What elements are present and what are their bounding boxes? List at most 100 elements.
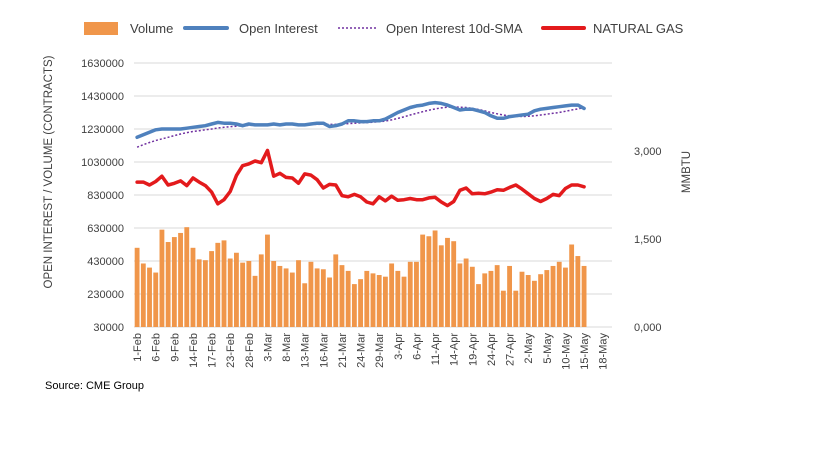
volume-bar [550, 265, 556, 327]
x-tick-label: 18-May [598, 333, 610, 370]
natural-gas-line [135, 148, 586, 208]
x-tick-label: 9-Feb [169, 333, 181, 362]
x-tick-label: 2-May [523, 333, 535, 364]
volume-bar [469, 266, 475, 327]
x-tick-label: 14-Feb [188, 333, 200, 368]
left-axis-ticks: 1630000 1430000 1230000 1030000 830000 630000… [81, 58, 124, 334]
volume-bar [544, 270, 550, 327]
source-note: Source: CME Group [45, 380, 145, 392]
x-tick-label: 1-Feb [132, 333, 144, 362]
volume-bar [451, 241, 457, 327]
volume-bar [482, 273, 488, 327]
volume-bar [308, 261, 314, 327]
x-axis-ticks: 1-Feb 6-Feb 9-Feb 14-Feb 17-Feb 23-Feb 28-Feb 3… [132, 333, 610, 370]
volume-bar [358, 279, 364, 327]
x-tick-label: 8-Mar [281, 333, 293, 362]
x-tick-label: 6-Apr [411, 333, 423, 360]
x-tick-label: 14-Apr [449, 333, 461, 366]
volume-bar [165, 242, 171, 327]
right-axis-title: MMBTU [681, 151, 693, 193]
volume-bar [463, 258, 469, 327]
volume-bar [432, 230, 438, 327]
volume-bar [153, 272, 159, 327]
volume-bar [184, 227, 190, 327]
x-tick-label: 5-May [542, 333, 554, 364]
volume-bar [240, 262, 246, 327]
volume-bar [389, 263, 395, 327]
volume-bar [314, 268, 320, 327]
x-tick-label: 29-Mar [374, 333, 386, 368]
volume-bar [525, 275, 531, 327]
volume-bar [351, 284, 357, 327]
x-tick-label: 27-Apr [505, 333, 517, 366]
volume-bar [283, 268, 289, 327]
lines [135, 100, 586, 208]
volume-bar [339, 265, 345, 327]
volume-bar [227, 258, 233, 327]
volume-bar [296, 260, 301, 327]
left-axis-title: OPEN INTEREST / VOLUME (CONTRACTS) [43, 55, 55, 288]
volume-bar [407, 261, 413, 327]
volume-bar [438, 245, 444, 327]
legend: Volume Open Interest Open Interest 10d-S… [84, 21, 684, 36]
volume-bar [426, 236, 432, 327]
left-tick-label: 430000 [87, 256, 124, 268]
right-tick-label: 1,500 [634, 234, 662, 246]
volume-bar [209, 251, 215, 327]
x-tick-label: 3-Apr [393, 333, 405, 360]
volume-bar [563, 267, 568, 327]
volume-bar [265, 234, 270, 327]
legend-volume-swatch [84, 22, 118, 35]
volume-bar [395, 270, 401, 327]
volume-bar [246, 261, 252, 327]
x-tick-label: 17-Feb [207, 333, 219, 368]
volume-bar [364, 270, 370, 327]
left-tick-label: 630000 [87, 223, 124, 235]
right-tick-label: 0,000 [634, 322, 662, 334]
volume-bar [320, 269, 326, 327]
volume-bar [531, 280, 537, 327]
x-tick-label: 6-Feb [151, 333, 163, 362]
volume-bar [494, 265, 500, 327]
volume-bar [215, 242, 221, 327]
volume-bar [507, 265, 512, 327]
left-tick-label: 30000 [93, 322, 124, 334]
volume-bar [178, 232, 183, 327]
legend-volume-label: Volume [130, 21, 173, 36]
legend-sma-label: Open Interest 10d-SMA [386, 21, 523, 36]
x-tick-label: 28-Feb [244, 333, 256, 368]
volume-bar [569, 244, 575, 327]
left-tick-label: 1630000 [81, 58, 124, 70]
volume-bar [401, 276, 407, 327]
volume-bar [581, 265, 587, 327]
volume-bar [234, 252, 239, 327]
volume-bar [159, 229, 165, 327]
volume-bar [333, 254, 339, 327]
volume-bar [376, 275, 382, 327]
volume-bar [202, 260, 208, 327]
volume-bar [519, 271, 525, 327]
x-tick-label: 16-Mar [318, 333, 330, 368]
x-tick-label: 19-Apr [467, 333, 479, 366]
volume-bar [221, 240, 227, 327]
x-tick-label: 3-Mar [262, 333, 274, 362]
volume-bar [277, 265, 283, 327]
open-interest-line [135, 100, 586, 140]
volume-bar [289, 272, 295, 327]
right-axis-ticks: 3,000 1,500 0,000 [634, 146, 662, 334]
volume-bar [171, 237, 177, 327]
left-tick-label: 230000 [87, 289, 124, 301]
left-tick-label: 1430000 [81, 91, 124, 103]
left-tick-label: 830000 [87, 190, 124, 202]
x-tick-label: 11-Apr [430, 333, 442, 366]
left-tick-label: 1030000 [81, 157, 124, 169]
volume-bar [382, 276, 388, 327]
volume-bar [457, 263, 463, 327]
x-tick-label: 23-Feb [225, 333, 237, 368]
x-tick-label: 13-Mar [300, 333, 312, 368]
legend-open-interest-label: Open Interest [239, 21, 318, 36]
volume-bar [147, 267, 152, 327]
volume-bar [445, 237, 450, 327]
volume-bar [476, 284, 481, 327]
